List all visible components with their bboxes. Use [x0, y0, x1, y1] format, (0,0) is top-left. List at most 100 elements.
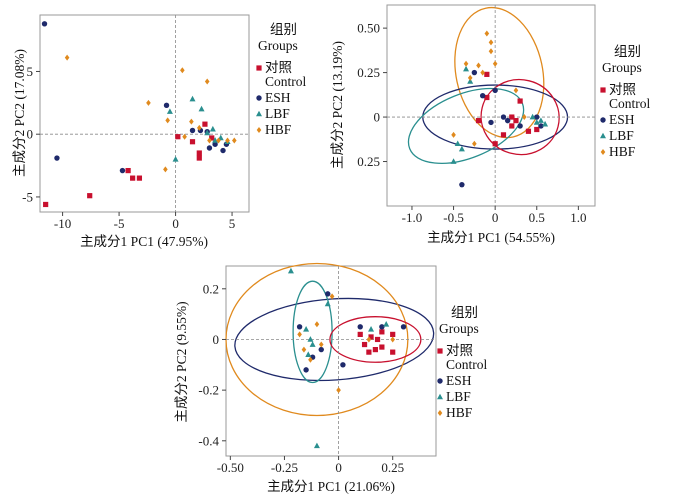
- data-point-lbf: [383, 320, 390, 327]
- legend-marker-esh: [437, 378, 443, 384]
- legend-label-control: Control: [265, 74, 307, 89]
- pca-panel-1: -10 -5 0 5 -5 0 5 主成分1 PC1 (47.95%) 主成分2 PC2 (…: [12, 14, 307, 249]
- data-point-esh: [504, 117, 511, 124]
- data-point-control: [366, 349, 372, 355]
- data-point-control: [525, 128, 532, 134]
- y-tick-label: 0: [27, 127, 34, 142]
- data-point-lbf: [463, 65, 470, 72]
- data-point-hbf: [463, 60, 469, 67]
- x-tick-label: -0.5: [443, 210, 464, 225]
- data-point-control: [361, 341, 368, 348]
- data-point-esh: [119, 167, 126, 174]
- data-point-control: [357, 331, 363, 337]
- data-point-hbf: [314, 321, 320, 328]
- data-point-lbf: [172, 155, 179, 162]
- data-point-control: [372, 347, 378, 353]
- data-point-hbf: [318, 341, 324, 348]
- data-point-hbf: [216, 137, 221, 144]
- legend-label-hbf: HBF: [446, 405, 473, 420]
- data-point-esh: [189, 127, 196, 134]
- data-point-control: [196, 155, 202, 161]
- data-point-esh: [379, 324, 385, 330]
- data-points: [287, 267, 407, 449]
- data-point-lbf: [287, 267, 294, 274]
- legend-title-cn: 组别: [270, 22, 297, 37]
- x-tick-label: 0: [172, 216, 179, 231]
- data-point-hbf: [165, 117, 170, 124]
- data-point-esh: [220, 147, 226, 154]
- y-tick-label: 0.25: [357, 65, 380, 80]
- plot-frame: [39, 14, 250, 213]
- x-tick-label: -5: [114, 216, 125, 231]
- data-point-lbf: [450, 158, 457, 164]
- pca-panel-2: -1.0 -0.5 0 0.5 1.0 0.50 0.25 0 0.25 主成分1 PC1 (5…: [330, 4, 651, 245]
- legend-marker-lbf: [437, 393, 443, 400]
- legend-marker-control: [256, 65, 262, 71]
- data-point-hbf: [182, 133, 187, 140]
- ellipse-control: [480, 78, 560, 156]
- y-tick-label: -0.4: [198, 433, 219, 448]
- ellipse-esh: [234, 297, 435, 382]
- data-point-control: [492, 141, 498, 147]
- x-tick-label: 0.25: [381, 460, 404, 475]
- legend-marker-hbf: [256, 127, 262, 133]
- data-point-esh: [163, 102, 170, 109]
- data-point-control: [136, 175, 143, 181]
- data-point-esh: [41, 21, 48, 27]
- data-point-hbf: [488, 39, 494, 46]
- y-axis-label: 主成分2 PC2 (17.08%): [12, 49, 27, 177]
- y-tick-label: -0.2: [198, 383, 219, 398]
- legend-title-cn: 组别: [451, 305, 478, 320]
- zero-reference-lines: [40, 15, 249, 212]
- data-point-control: [379, 344, 385, 350]
- data-point-lbf: [204, 129, 211, 136]
- data-point-lbf: [529, 113, 536, 120]
- legend-title-cn: 组别: [614, 44, 641, 59]
- data-point-control: [87, 193, 93, 199]
- legend-label-lbf: LBF: [446, 389, 471, 404]
- axis-ticks: -10 -5 0 5 -5 0 5: [22, 64, 235, 231]
- y-tick-label: 0.25: [357, 154, 380, 169]
- x-axis-label: 主成分1 PC1 (54.55%): [427, 230, 555, 245]
- data-point-esh: [471, 69, 478, 76]
- data-point-hbf: [513, 87, 519, 94]
- legend-marker-control: [437, 348, 443, 354]
- legend-label-cn-control: 对照: [265, 60, 292, 75]
- data-point-control: [509, 114, 515, 120]
- data-point-hbf: [492, 60, 498, 67]
- data-point-control: [517, 98, 523, 104]
- data-point-lbf: [305, 351, 312, 357]
- data-point-hbf: [480, 69, 485, 76]
- legend-label-hbf: HBF: [609, 144, 636, 159]
- legend-label-cn-control: 对照: [609, 82, 636, 97]
- x-axis-label: 主成分1 PC1 (21.06%): [267, 479, 395, 494]
- data-point-control: [390, 331, 396, 337]
- data-point-lbf: [309, 341, 316, 347]
- data-point-hbf: [472, 140, 477, 147]
- data-point-control: [509, 123, 515, 129]
- data-point-control: [513, 118, 519, 124]
- plot-frame: [386, 4, 596, 207]
- legend-label-esh: ESH: [609, 112, 635, 127]
- legend-marker-lbf: [256, 110, 262, 117]
- data-point-esh: [517, 123, 523, 129]
- data-point-lbf: [324, 300, 331, 307]
- data-point-lbf: [209, 125, 216, 132]
- y-axis-label: 主成分2 PC2 (9.55%): [174, 301, 189, 422]
- y-tick-label: 0.2: [203, 281, 219, 296]
- x-tick-label: 0: [492, 210, 499, 225]
- legend-marker-control: [600, 87, 606, 93]
- data-point-hbf: [163, 166, 168, 173]
- data-point-control: [43, 201, 49, 208]
- data-point-hbf: [488, 48, 494, 55]
- data-point-hbf: [467, 74, 473, 81]
- zero-reference-lines: [226, 266, 436, 456]
- x-tick-label: 0.5: [529, 210, 545, 225]
- y-tick-label: 0: [213, 332, 220, 347]
- legend-title-en: Groups: [258, 38, 298, 53]
- data-point-esh: [492, 87, 498, 94]
- axis-ticks: -1.0 -0.5 0 0.5 1.0 0.50 0.25 0 0.25: [357, 21, 586, 225]
- legend-label-lbf: LBF: [265, 106, 290, 121]
- data-point-lbf: [303, 326, 310, 332]
- legend-marker-esh: [256, 95, 262, 101]
